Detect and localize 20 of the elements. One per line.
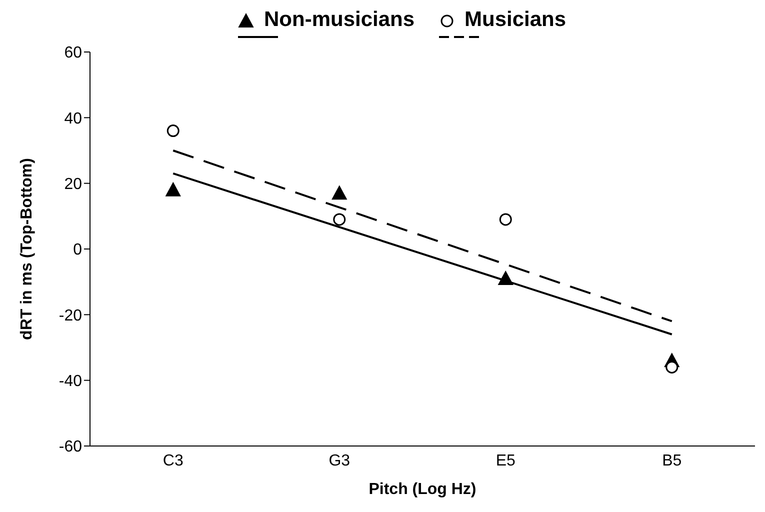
legend-label: Non-musicians <box>264 8 415 32</box>
y-tick-label: 60 <box>64 44 82 62</box>
y-axis-title: dRT in ms (Top-Bottom) <box>18 158 36 340</box>
y-tick-label: -20 <box>58 307 82 324</box>
legend-label: Musicians <box>464 8 566 32</box>
point <box>166 182 181 196</box>
y-tick-label: -40 <box>58 373 82 390</box>
point <box>166 124 180 138</box>
point <box>332 186 347 200</box>
y-tick-label: -60 <box>58 438 82 456</box>
point <box>499 213 512 226</box>
x-tick-label: C3 <box>162 452 184 470</box>
x-axis-title: Pitch (Log Hz) <box>368 481 476 498</box>
y-tick-label: 40 <box>64 110 82 128</box>
x-tick-label: B5 <box>662 452 682 470</box>
point <box>333 213 346 226</box>
x-tick-label: E5 <box>496 452 516 470</box>
x-tick-label: G3 <box>328 452 350 470</box>
y-tick-label: 20 <box>64 176 82 194</box>
y-tick-label: 0 <box>73 242 82 259</box>
